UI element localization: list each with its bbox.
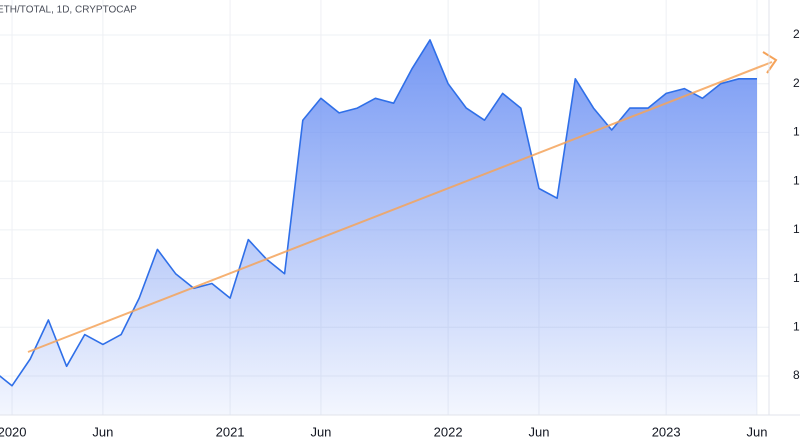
y-tick-label: 1 bbox=[793, 125, 800, 139]
series-line bbox=[0, 39, 757, 387]
y-tick-label: 2 bbox=[793, 76, 800, 90]
chart-title: ETH/TOTAL, 1D, CRYPTOCAP bbox=[0, 5, 137, 16]
x-tick-label: 2021 bbox=[216, 424, 245, 439]
x-tick-label: 2022 bbox=[434, 424, 463, 439]
y-tick-label: 2 bbox=[793, 27, 800, 41]
trend-line bbox=[27, 61, 773, 353]
y-tick-label: 1 bbox=[793, 319, 800, 333]
y-tick-label: 1 bbox=[793, 271, 800, 285]
x-tick-label: 2023 bbox=[652, 424, 681, 439]
y-tick-label: 8 bbox=[793, 368, 800, 382]
x-tick-label: Jun bbox=[747, 424, 768, 439]
x-tick-label: 2020 bbox=[0, 424, 27, 439]
y-tick-label: 1 bbox=[793, 173, 800, 187]
x-tick-label: Jun bbox=[528, 424, 549, 439]
plot bbox=[0, 39, 757, 415]
area-fill bbox=[0, 39, 757, 415]
x-tick-label: Jun bbox=[310, 424, 331, 439]
y-tick-label: 1 bbox=[793, 222, 800, 236]
x-tick-label: Jun bbox=[92, 424, 113, 439]
trend-arrowhead bbox=[762, 51, 778, 74]
